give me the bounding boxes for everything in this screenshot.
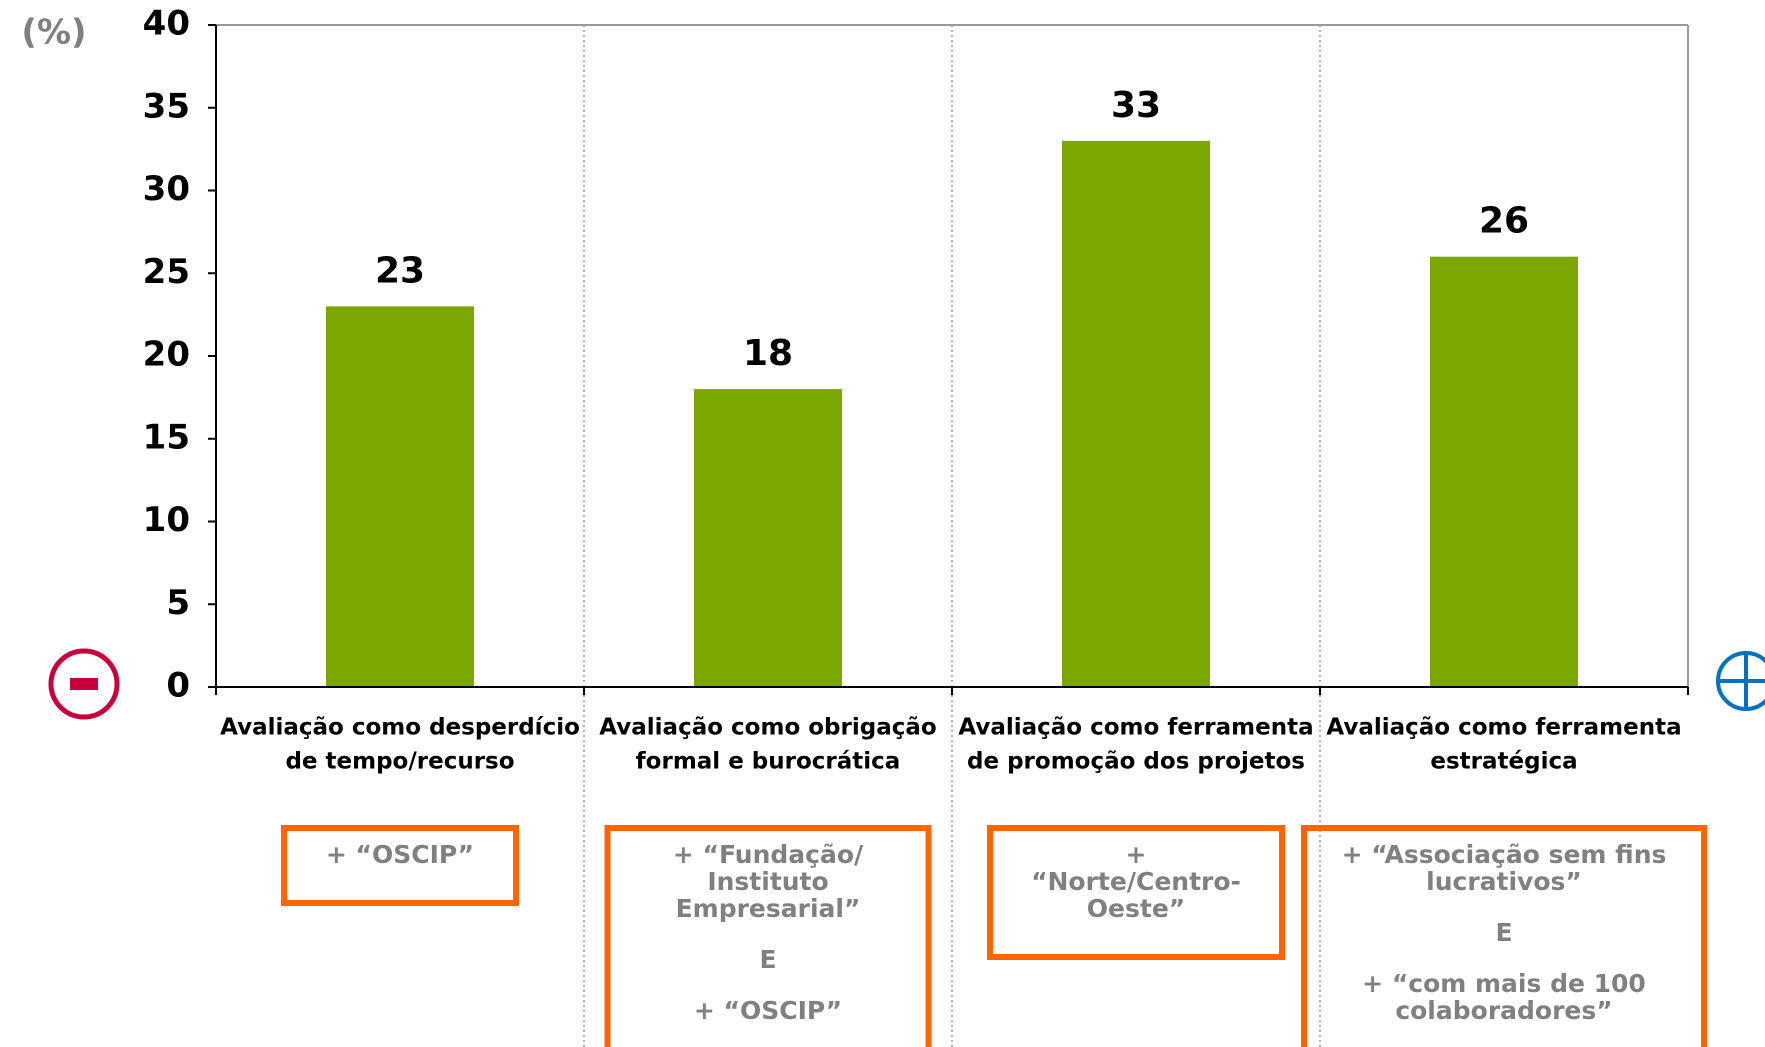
x-tick-label: estratégica bbox=[1430, 749, 1577, 775]
x-tick-label: formal e burocrática bbox=[636, 749, 901, 775]
annotation-box bbox=[1301, 825, 1707, 1047]
annotation-text: Oeste” bbox=[1087, 894, 1185, 923]
value-label: 18 bbox=[743, 333, 793, 374]
annotation-text: + “Fundação/ bbox=[673, 840, 864, 869]
value-label: 23 bbox=[375, 250, 425, 291]
annotation-text: lucrativos” bbox=[1426, 867, 1582, 896]
bar bbox=[694, 389, 842, 687]
annotation-text: Instituto bbox=[707, 867, 828, 896]
annotation-box bbox=[987, 825, 1285, 960]
value-label: 33 bbox=[1111, 85, 1161, 126]
annotation-text: colaboradores” bbox=[1395, 996, 1612, 1025]
y-tick-label: 10 bbox=[143, 500, 190, 540]
annotation-text: “Norte/Centro- bbox=[1031, 867, 1241, 896]
minus-icon bbox=[48, 648, 120, 720]
x-tick-label: Avaliação como ferramenta bbox=[958, 715, 1313, 741]
annotation-box bbox=[604, 825, 932, 1047]
annotation-text: + “OSCIP” bbox=[326, 840, 474, 869]
bar bbox=[1062, 140, 1210, 688]
y-tick-label: 20 bbox=[143, 335, 190, 375]
annotation-text: Empresarial” bbox=[676, 894, 861, 923]
y-tick-label: 30 bbox=[143, 169, 190, 209]
annotation-text: + “com mais de 100 bbox=[1362, 969, 1646, 998]
x-tick-label: Avaliação como ferramenta bbox=[1326, 715, 1681, 741]
x-tick-label: Avaliação como obrigação bbox=[599, 715, 936, 741]
x-tick-label: Avaliação como desperdício bbox=[220, 715, 580, 741]
annotation-text: + bbox=[1126, 840, 1147, 869]
y-tick-label: 0 bbox=[166, 666, 190, 706]
value-label: 26 bbox=[1479, 201, 1529, 242]
x-tick-label: de tempo/recurso bbox=[285, 749, 514, 775]
x-tick-label: de promoção dos projetos bbox=[967, 749, 1305, 775]
y-axis-label: (%) bbox=[21, 13, 86, 53]
annotation-text: E bbox=[1495, 918, 1512, 947]
annotation-text: + “OSCIP” bbox=[694, 996, 842, 1025]
minus-icon-bar bbox=[70, 678, 98, 690]
bar bbox=[1430, 256, 1578, 687]
y-tick-label: 25 bbox=[143, 252, 190, 292]
annotation-box bbox=[281, 825, 519, 906]
y-tick-label: 35 bbox=[143, 86, 190, 126]
annotation-text: E bbox=[759, 945, 776, 974]
y-tick-label: 40 bbox=[143, 4, 190, 44]
y-tick-label: 15 bbox=[143, 417, 190, 457]
y-tick-label: 5 bbox=[166, 583, 190, 623]
bar bbox=[326, 306, 474, 687]
annotation-text: + “Associação sem fins bbox=[1342, 840, 1667, 869]
